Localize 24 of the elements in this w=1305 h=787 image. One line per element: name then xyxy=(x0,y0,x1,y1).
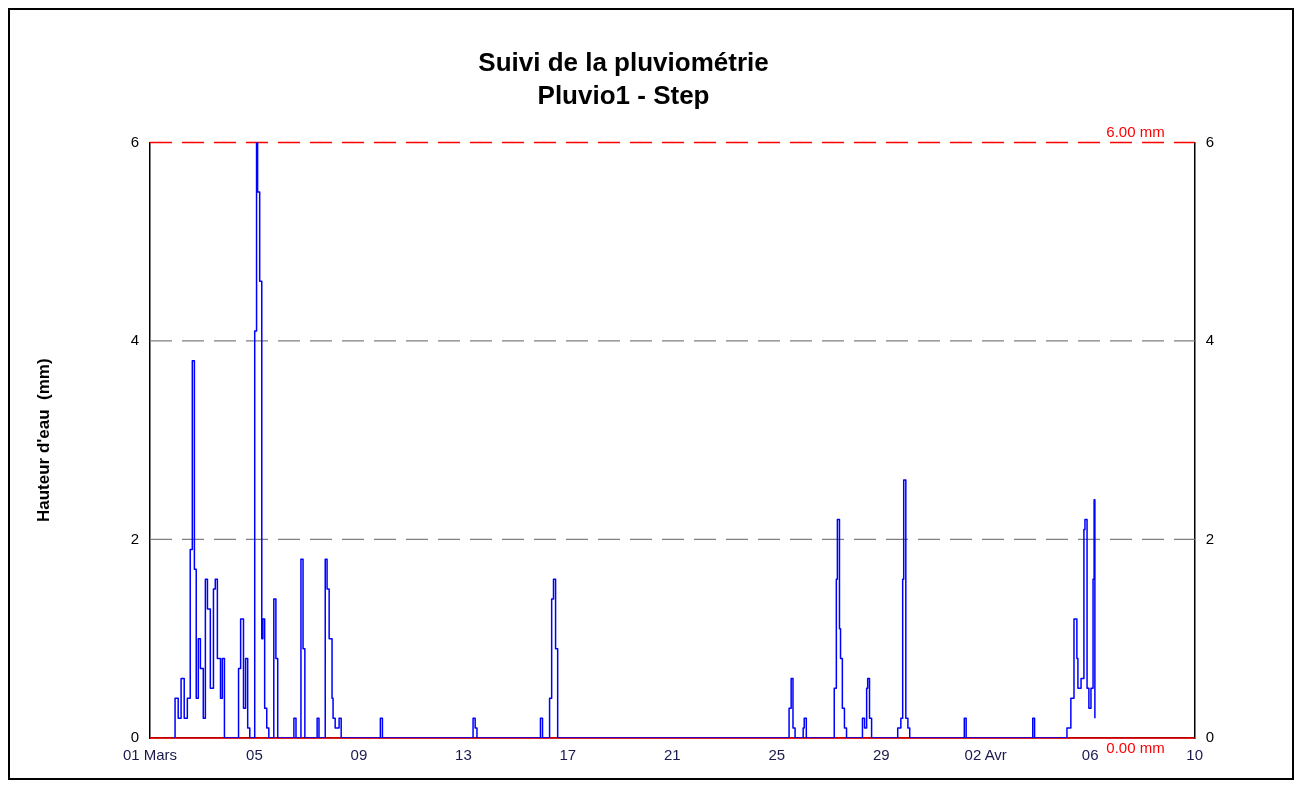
x-tick-label: 02 Avr xyxy=(964,746,1007,764)
y2-tick-label: 4 xyxy=(1205,331,1214,349)
chart-subtitle: Pluvio1 - Step xyxy=(537,79,710,110)
y2-tick-label: 6 xyxy=(1205,132,1214,150)
y-tick-label: 6 xyxy=(130,132,139,150)
x-tick-label: 25 xyxy=(768,746,786,764)
ref-line-label: 0.00 mm xyxy=(1106,738,1165,756)
x-tick-label: 05 xyxy=(246,746,263,764)
y-tick-label: 4 xyxy=(130,331,139,349)
x-tick-label: 09 xyxy=(350,746,368,764)
y2-tick-label: 0 xyxy=(1205,728,1214,746)
x-tick-label: 17 xyxy=(559,746,577,764)
x-tick-label: 10 xyxy=(1186,746,1203,764)
x-tick-label: 29 xyxy=(872,746,890,764)
y2-tick-label: 2 xyxy=(1205,529,1214,547)
x-tick-label: 13 xyxy=(455,746,472,764)
y-axis-title: Hauteur d'eau (mm) xyxy=(33,358,53,523)
chart-title: Suivi de la pluviométrie xyxy=(478,46,769,77)
ref-line-label: 6.00 mm xyxy=(1106,123,1165,141)
y-tick-label: 2 xyxy=(130,529,139,547)
x-tick-label: 21 xyxy=(663,746,681,764)
y-tick-label: 0 xyxy=(130,728,139,746)
x-tick-label: 01 Mars xyxy=(122,746,178,764)
x-tick-label: 06 xyxy=(1081,746,1099,764)
